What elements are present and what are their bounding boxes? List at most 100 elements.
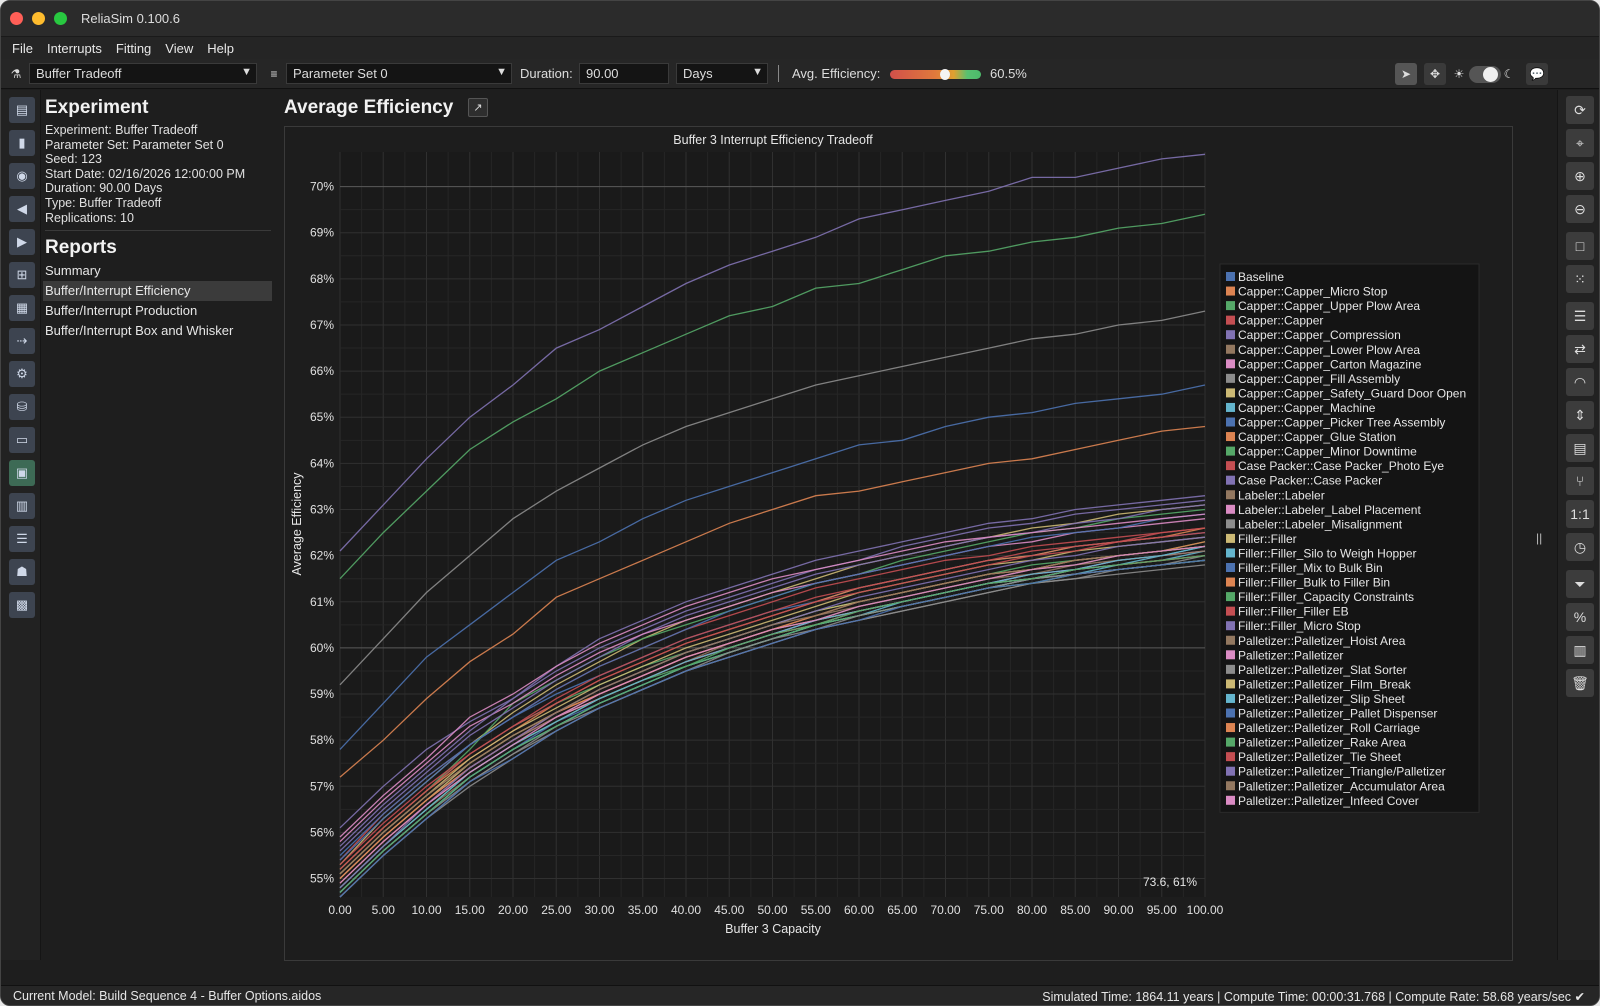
experiment-select[interactable]: Buffer Tradeoff ▼ [29, 63, 257, 84]
parameter-set-select[interactable]: Parameter Set 0 ▼ [286, 63, 512, 84]
legend-swatch [1226, 402, 1235, 412]
refresh-icon[interactable]: ⟳ [1566, 96, 1594, 124]
calculator-icon[interactable]: ▩ [9, 592, 35, 618]
funnel-icon[interactable]: ⏷ [1566, 570, 1594, 598]
legend-entry: Filler::Filler_Micro Stop [1238, 619, 1361, 633]
reports-heading: Reports [45, 237, 117, 258]
close-window-button[interactable] [10, 12, 23, 25]
pointer-icon[interactable]: ➤ [1395, 63, 1417, 85]
series-line [339, 554, 1206, 893]
pallet-icon[interactable]: ▥ [9, 493, 35, 519]
menu-help[interactable]: Help [207, 40, 234, 56]
efficiency-chart[interactable]: 0.00 5.00 10.00 15.00 20.00 25.00 30.00 35.00 40… [285, 127, 1514, 962]
menu-interrupts[interactable]: Interrupts [46, 40, 102, 56]
machine-icon[interactable]: ⊞ [9, 262, 35, 288]
series-line [339, 545, 1206, 884]
legend-entry: Case Packer::Case Packer_Photo Eye [1238, 459, 1444, 473]
shuffle-icon[interactable]: ⇄ [1566, 335, 1594, 363]
list-icon[interactable]: ☰ [1566, 302, 1594, 330]
legend-swatch [1226, 446, 1235, 456]
legend-entry: Filler::Filler_Silo to Weigh Hopper [1238, 546, 1417, 560]
fork-icon[interactable]: ⑂ [1566, 467, 1594, 495]
conveyor-right-icon[interactable]: ▶ [9, 229, 35, 255]
x-tick-label: 95.00 [1147, 903, 1177, 917]
legend-entry: Palletizer::Palletizer_Film_Break [1238, 677, 1412, 691]
zoom-in-icon[interactable]: ⊕ [1566, 162, 1594, 190]
people-icon[interactable]: ☗ [9, 559, 35, 585]
sliders-icon[interactable]: ☰ [9, 526, 35, 552]
gauge-icon[interactable]: ◠ [1566, 368, 1594, 396]
panel-splitter[interactable]: || [1536, 531, 1543, 545]
legend-entry: Capper::Capper_Carton Magazine [1238, 357, 1422, 371]
report-buffer-interrupt-efficiency[interactable]: Buffer/Interrupt Efficiency [43, 281, 272, 301]
x-tick-label: 5.00 [372, 903, 396, 917]
conveyor-icon[interactable]: ▭ [9, 427, 35, 453]
x-tick-label: 90.00 [1103, 903, 1133, 917]
chevron-down-icon: ▼ [752, 66, 763, 78]
series-line [339, 384, 1206, 750]
legend-swatch [1226, 432, 1235, 442]
menu-view[interactable]: View [165, 40, 194, 56]
y-tick-label: 70% [310, 180, 334, 194]
cursor-readout: 73.6, 61% [1143, 875, 1197, 889]
series-line [339, 153, 1206, 552]
report-buffer-interrupt-box-whisker[interactable]: Buffer/Interrupt Box and Whisker [45, 323, 234, 338]
printer-icon[interactable]: ▦ [9, 295, 35, 321]
chat-icon[interactable]: 💬 [1526, 63, 1548, 85]
legend-entry: Palletizer::Palletizer_Slat Sorter [1238, 663, 1407, 677]
external-link-icon[interactable]: ↗ [468, 98, 488, 117]
x-tick-label: 70.00 [930, 903, 960, 917]
ratio-icon[interactable]: 1:1 [1566, 500, 1594, 528]
experiment-select-value: Buffer Tradeoff [36, 66, 122, 81]
duration-input[interactable]: 90.00 [579, 63, 669, 84]
legend-entry: Case Packer::Case Packer [1238, 474, 1382, 488]
hopper-icon[interactable]: ⛁ [9, 394, 35, 420]
menu-file[interactable]: File [12, 40, 33, 56]
legend-swatch [1226, 781, 1235, 791]
duration-unit-select[interactable]: Days ▼ [676, 63, 768, 84]
percent-icon[interactable]: % [1566, 603, 1594, 631]
menu-fitting[interactable]: Fitting [115, 40, 152, 56]
zoom-out-icon[interactable]: ⊖ [1566, 195, 1594, 223]
series-line [339, 559, 1206, 898]
series-line [339, 545, 1206, 875]
conveyor-left-icon[interactable]: ◀ [9, 196, 35, 222]
can-icon[interactable]: ◉ [9, 163, 35, 189]
legend-swatch [1226, 577, 1235, 587]
arrow-machine-icon[interactable]: ⇢ [9, 328, 35, 354]
box-icon[interactable]: ▣ [9, 460, 35, 486]
x-tick-label: 30.00 [584, 903, 614, 917]
robot-arm-icon[interactable]: ⚙ [9, 361, 35, 387]
grid-dots-icon[interactable]: ⁙ [1566, 265, 1594, 293]
chart-title: Buffer 3 Interrupt Efficiency Tradeoff [673, 133, 873, 147]
status-compute-text: Simulated Time: 1864.11 years | Compute … [1042, 990, 1572, 1004]
legend-swatch [1226, 635, 1235, 645]
legend-swatch [1226, 519, 1235, 529]
clipboard-icon[interactable]: ▤ [1566, 434, 1594, 462]
frame-icon[interactable]: □ [1566, 232, 1594, 260]
location-pin-icon[interactable]: ⌖ [1566, 129, 1594, 157]
stopwatch-icon[interactable]: ◷ [1566, 533, 1594, 561]
legend-swatch [1226, 563, 1235, 572]
toggle-knob [1483, 67, 1498, 82]
trash-icon[interactable]: 🗑 [1566, 669, 1594, 697]
bottle-icon[interactable]: ▮ [9, 130, 35, 156]
report-summary[interactable]: Summary [45, 263, 101, 278]
bar-chart-icon[interactable]: ▥ [1566, 636, 1594, 664]
chevron-down-icon: ▼ [496, 66, 507, 78]
sun-icon: ☀ [1453, 67, 1465, 81]
legend-entry: Palletizer::Palletizer_Tie Sheet [1238, 750, 1402, 764]
report-buffer-interrupt-production[interactable]: Buffer/Interrupt Production [45, 303, 198, 318]
x-tick-label: 35.00 [628, 903, 658, 917]
maximize-window-button[interactable] [54, 12, 67, 25]
efficiency-marker [940, 69, 950, 80]
vertical-arrows-icon[interactable]: ⇕ [1566, 401, 1594, 429]
theme-toggle[interactable] [1469, 66, 1501, 83]
minimize-window-button[interactable] [32, 12, 45, 25]
chart-series [339, 153, 1206, 898]
report-doc-icon[interactable]: ▤ [9, 97, 35, 123]
pan-icon[interactable]: ✥ [1424, 63, 1446, 85]
legend-swatch [1226, 592, 1235, 602]
type-line: Type: Buffer Tradeoff [45, 196, 162, 210]
